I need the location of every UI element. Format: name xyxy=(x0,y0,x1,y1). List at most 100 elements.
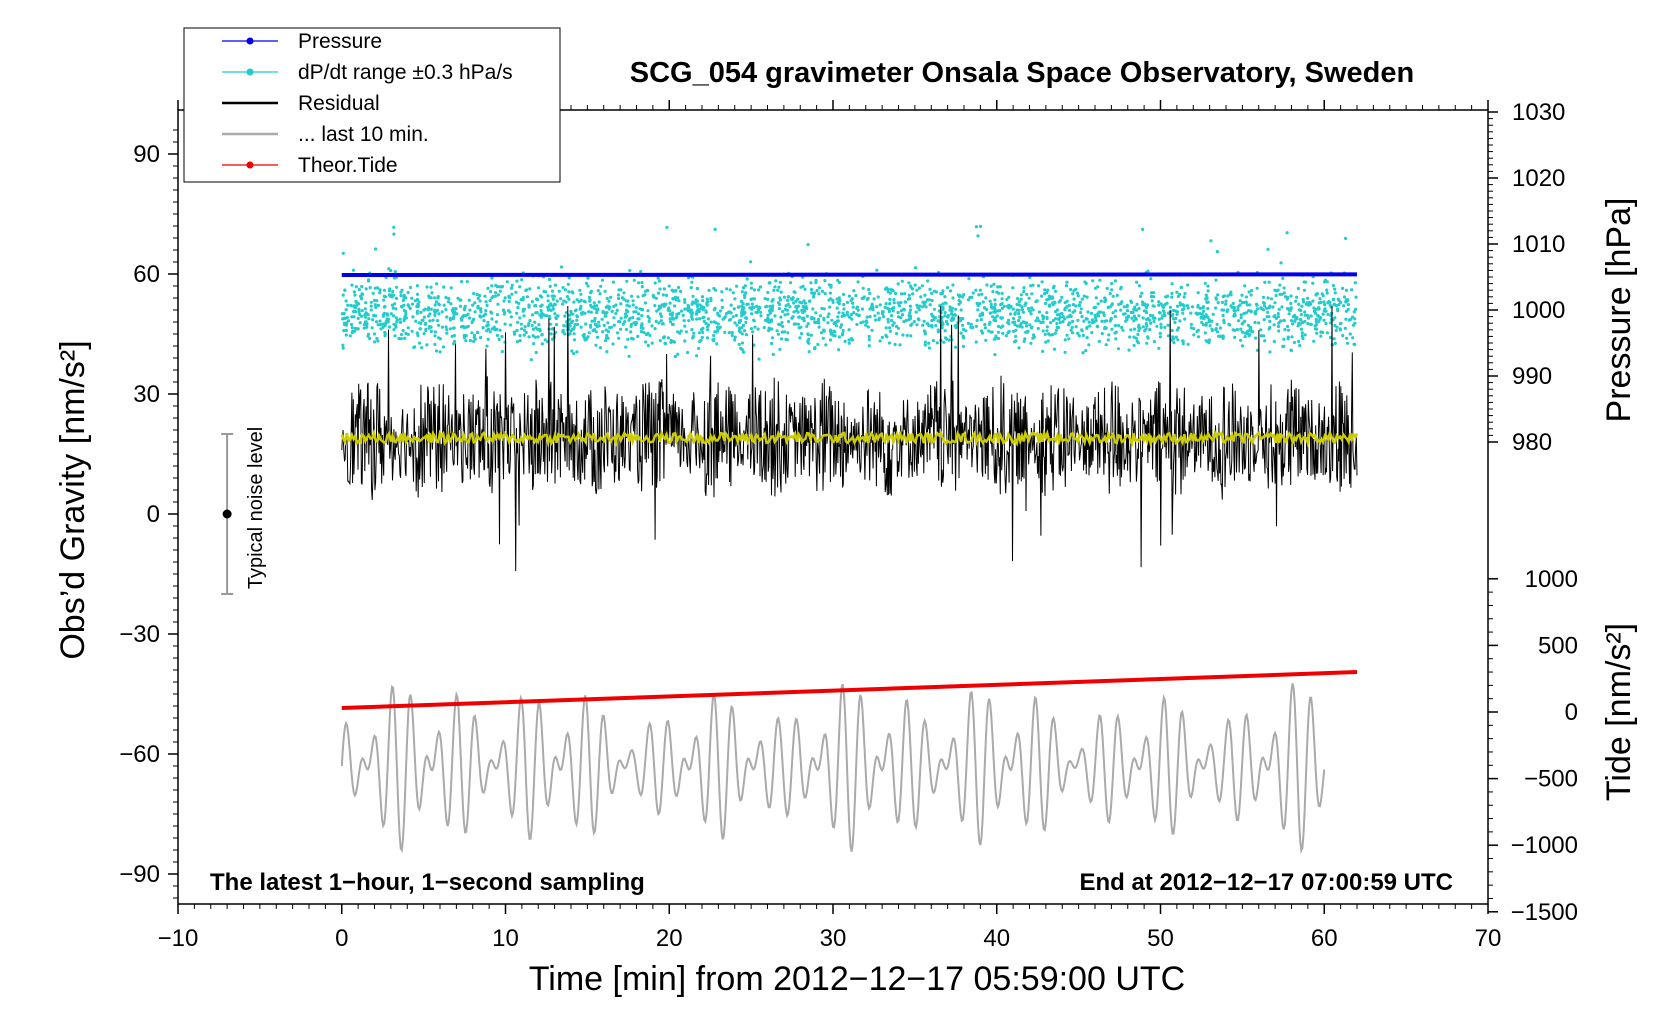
dpdt-point xyxy=(1311,299,1315,303)
dpdt-point xyxy=(980,331,985,335)
dpdt-point xyxy=(700,295,705,299)
dpdt-point xyxy=(923,340,928,344)
dpdt-point xyxy=(1242,300,1246,304)
dpdt-point xyxy=(1180,308,1185,312)
dpdt-point xyxy=(1244,311,1249,315)
dpdt-point xyxy=(515,328,519,333)
dpdt-point xyxy=(1298,322,1302,326)
dpdt-point xyxy=(980,311,985,315)
dpdt-point xyxy=(1333,316,1337,320)
dpdt-point xyxy=(1192,333,1196,337)
dpdt-point xyxy=(914,310,918,314)
dpdt-point xyxy=(780,337,784,341)
dpdt-point xyxy=(1157,346,1161,350)
dpdt-point xyxy=(579,298,583,302)
dpdt-point xyxy=(394,316,398,320)
dpdt-point xyxy=(1344,300,1348,304)
dpdt-point xyxy=(1170,291,1174,296)
dpdt-point xyxy=(1261,295,1265,299)
dpdt-point xyxy=(364,311,368,315)
dpdt-point xyxy=(729,303,733,307)
dpdt-point xyxy=(1289,319,1294,323)
dpdt-point xyxy=(553,312,557,316)
dpdt-point xyxy=(1216,301,1220,305)
dpdt-point xyxy=(567,276,571,280)
dpdt-point xyxy=(974,324,979,328)
dpdt-point xyxy=(1240,344,1245,348)
dpdt-point xyxy=(429,285,433,289)
dpdt-point xyxy=(954,307,958,311)
dpdt-point xyxy=(817,325,821,329)
dpdt-point xyxy=(810,287,814,292)
dpdt-point xyxy=(1210,328,1214,333)
dpdt-point xyxy=(909,285,913,289)
dpdt-point xyxy=(1345,341,1350,345)
dpdt-point xyxy=(508,323,513,327)
dpdt-point xyxy=(1025,321,1029,325)
dpdt-point xyxy=(720,298,724,302)
dpdt-point xyxy=(1097,339,1101,343)
dpdt-point xyxy=(792,322,796,326)
dpdt-point xyxy=(851,301,855,305)
dpdt-point xyxy=(1020,305,1024,309)
dpdt-point xyxy=(1294,299,1298,303)
dpdt-point xyxy=(1232,308,1236,313)
dpdt-point xyxy=(712,308,716,312)
dpdt-point xyxy=(739,318,743,323)
legend-label: Theor.Tide xyxy=(298,154,398,177)
dpdt-point xyxy=(676,285,681,290)
dpdt-point xyxy=(444,325,448,329)
dpdt-point xyxy=(883,305,887,309)
dpdt-point xyxy=(1153,316,1157,320)
dpdt-point xyxy=(490,296,494,300)
dpdt-point xyxy=(369,304,373,308)
dpdt-point xyxy=(749,286,754,290)
dpdt-point xyxy=(495,313,500,317)
dpdt-point xyxy=(674,288,678,293)
dpdt-point xyxy=(1205,296,1209,300)
dpdt-point xyxy=(496,293,500,297)
dpdt-point xyxy=(531,334,535,338)
dpdt-point xyxy=(816,342,820,347)
dpdt-point xyxy=(689,286,693,290)
dpdt-point xyxy=(392,314,396,318)
dpdt-point xyxy=(687,276,691,280)
dpdt-point xyxy=(468,308,472,312)
dpdt-point xyxy=(875,268,879,272)
dpdt-point xyxy=(1035,316,1039,320)
dpdt-point xyxy=(899,309,904,313)
dpdt-point xyxy=(886,320,890,324)
dpdt-point xyxy=(1198,306,1202,310)
dpdt-point xyxy=(1195,329,1199,334)
dpdt-point xyxy=(673,304,677,308)
x-axis-label: Time [min] from 2012−12−17 05:59:00 UTC xyxy=(529,960,1185,998)
dpdt-point xyxy=(1045,291,1049,295)
dpdt-point xyxy=(733,297,737,301)
dpdt-point xyxy=(1146,269,1150,273)
dpdt-point xyxy=(1306,296,1310,300)
dpdt-point xyxy=(1300,331,1304,335)
dpdt-point xyxy=(712,333,716,338)
dpdt-point xyxy=(1074,287,1078,291)
dpdt-point xyxy=(351,268,356,272)
dpdt-point xyxy=(941,289,945,293)
dpdt-point xyxy=(706,317,711,321)
dpdt-point xyxy=(992,337,996,341)
dpdt-point xyxy=(582,335,586,340)
dpdt-point xyxy=(1259,334,1264,338)
dpdt-point xyxy=(449,286,453,290)
dpdt-point xyxy=(924,305,928,309)
dpdt-point xyxy=(1186,342,1190,346)
dpdt-point xyxy=(1281,276,1285,280)
dpdt-point xyxy=(344,323,348,327)
dpdt-point xyxy=(888,326,892,330)
dpdt-point xyxy=(759,314,763,318)
dpdt-point xyxy=(1292,340,1296,345)
dpdt-point xyxy=(415,292,420,296)
dpdt-point xyxy=(909,314,913,318)
dpdt-point xyxy=(784,337,788,341)
dpdt-point xyxy=(1273,301,1277,305)
dpdt-point xyxy=(1248,303,1252,307)
dpdt-point xyxy=(1087,320,1091,324)
dpdt-point xyxy=(505,280,509,284)
